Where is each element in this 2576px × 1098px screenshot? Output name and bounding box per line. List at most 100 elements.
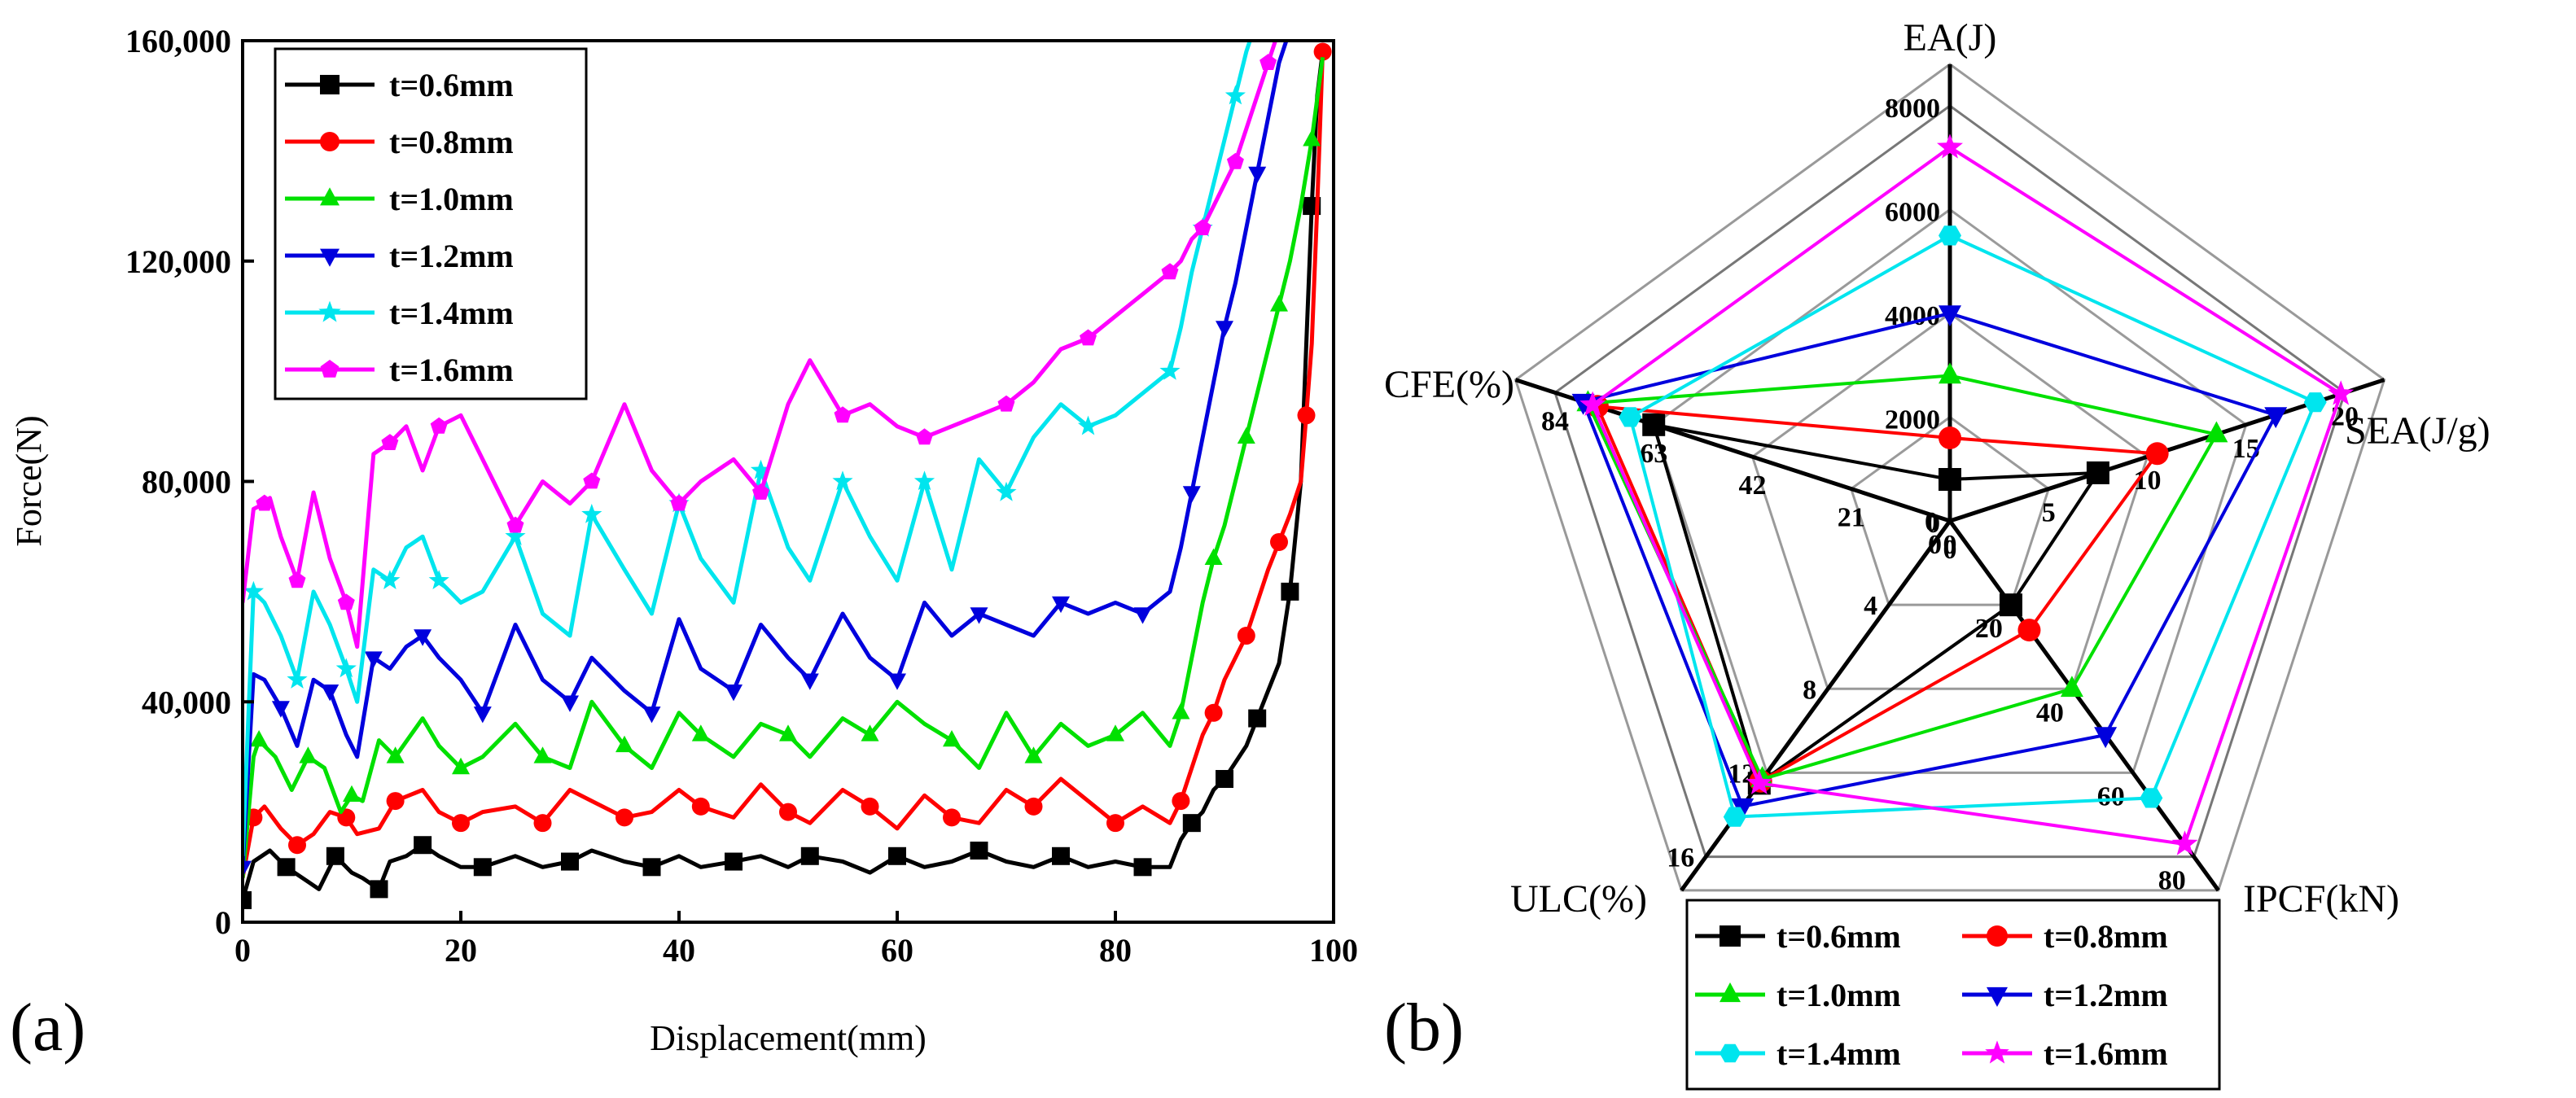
radar-data-point xyxy=(2303,392,2327,413)
legend-label: t=1.2mm xyxy=(2044,977,2168,1013)
data-point xyxy=(506,516,524,533)
data-point xyxy=(243,860,252,877)
x-tick-label: 0 xyxy=(234,932,251,969)
data-point xyxy=(277,858,296,877)
data-point xyxy=(452,757,470,775)
data-point xyxy=(1237,627,1255,645)
data-point xyxy=(1216,770,1233,789)
line-plot-area xyxy=(243,41,1332,909)
data-point xyxy=(1204,703,1223,722)
radar-tick-label: 16 xyxy=(1667,843,1694,873)
radar-plot-area: 0200040006000800005101520020406080048121… xyxy=(1384,16,2491,921)
radar-data-point xyxy=(1939,468,1961,491)
data-point xyxy=(243,580,264,601)
radar-data-point xyxy=(2017,619,2041,642)
legend-label: t=1.4mm xyxy=(1776,1035,1901,1072)
data-point xyxy=(1024,746,1043,763)
radar-tick-label: 15 xyxy=(2232,434,2260,464)
y-tick-label: 80,000 xyxy=(142,464,231,501)
radar-axis-label: SEA(J/g) xyxy=(2345,409,2491,453)
data-point xyxy=(1281,582,1299,601)
data-point xyxy=(1226,152,1244,169)
radar-data-point xyxy=(2086,461,2109,484)
data-point xyxy=(1216,321,1233,338)
radar-tick-label: 0 xyxy=(1926,509,1940,539)
radar-data-point xyxy=(2145,442,2169,466)
panel-label-a: (a) xyxy=(10,990,85,1065)
legend-label: t=1.2mm xyxy=(389,238,514,274)
radar-data-point xyxy=(1939,427,1961,449)
data-point xyxy=(834,406,852,423)
data-point xyxy=(430,417,448,434)
data-point xyxy=(970,607,988,624)
data-point xyxy=(779,803,797,821)
data-point xyxy=(1182,486,1201,503)
radar-data-point xyxy=(1939,362,1961,384)
data-point xyxy=(473,706,492,724)
x-tick-label: 80 xyxy=(1099,932,1132,969)
panel-label-b: (b) xyxy=(1384,990,1464,1065)
data-point xyxy=(997,395,1015,412)
data-point xyxy=(1052,846,1070,865)
data-point xyxy=(616,808,633,827)
data-point xyxy=(561,852,579,871)
radar-data-point xyxy=(2060,676,2083,698)
radar-tick-label: 8 xyxy=(1803,675,1816,705)
radar-series-t-1_2mm xyxy=(1571,305,2288,820)
data-point xyxy=(691,724,710,741)
radar-data-point xyxy=(2094,727,2118,749)
data-point xyxy=(861,724,879,741)
data-point xyxy=(1133,607,1152,624)
y-tick-label: 160,000 xyxy=(125,23,231,59)
data-point xyxy=(642,706,661,724)
radar-data-point xyxy=(1937,133,1963,159)
data-point xyxy=(1172,702,1190,720)
legend-marker xyxy=(318,300,341,322)
y-tick-label: 120,000 xyxy=(125,243,231,280)
legend-marker xyxy=(1987,986,2008,1007)
radar-tick-label: 40 xyxy=(2036,698,2064,728)
data-point xyxy=(725,852,743,871)
series-t-1_6mm xyxy=(243,41,1278,650)
data-point xyxy=(800,673,819,690)
data-point xyxy=(364,651,383,668)
x-axis-title: Displacement(mm) xyxy=(650,1018,927,1058)
data-point xyxy=(1270,295,1288,312)
data-point xyxy=(381,434,399,450)
legend-marker xyxy=(1985,1040,2009,1064)
data-point xyxy=(1303,129,1321,147)
data-point xyxy=(299,746,318,763)
data-point xyxy=(752,483,769,500)
radar-tick-label: 8000 xyxy=(1885,94,1940,124)
data-point xyxy=(370,880,388,899)
legend-marker xyxy=(320,75,340,94)
x-tick-label: 40 xyxy=(663,932,695,969)
data-point xyxy=(996,481,1017,501)
legend-box xyxy=(274,47,588,400)
data-point xyxy=(386,792,405,811)
data-point xyxy=(321,685,340,702)
radar-data-point xyxy=(1619,407,1642,427)
radar-data-point xyxy=(1723,807,1746,827)
data-point xyxy=(1159,360,1181,380)
data-point xyxy=(256,494,274,511)
data-point xyxy=(343,785,361,802)
data-point xyxy=(1172,792,1190,811)
data-point xyxy=(505,526,526,545)
radar-tick-label: 42 xyxy=(1739,470,1767,501)
data-point xyxy=(832,470,853,491)
radar-data-point xyxy=(1939,225,1961,246)
data-point xyxy=(386,746,405,763)
data-point xyxy=(1106,724,1124,741)
series-t-0_6mm xyxy=(243,51,1325,909)
series-t-1_2mm xyxy=(243,41,1289,877)
radar-series-line xyxy=(1585,374,2219,781)
data-point xyxy=(1052,596,1070,614)
data-point xyxy=(1182,814,1201,833)
series-line xyxy=(243,56,1325,879)
legend-label: t=1.4mm xyxy=(389,295,514,331)
x-tick-label: 20 xyxy=(445,932,477,969)
legend-marker xyxy=(1987,925,2008,947)
data-point xyxy=(243,890,252,909)
legend-marker xyxy=(320,187,340,206)
